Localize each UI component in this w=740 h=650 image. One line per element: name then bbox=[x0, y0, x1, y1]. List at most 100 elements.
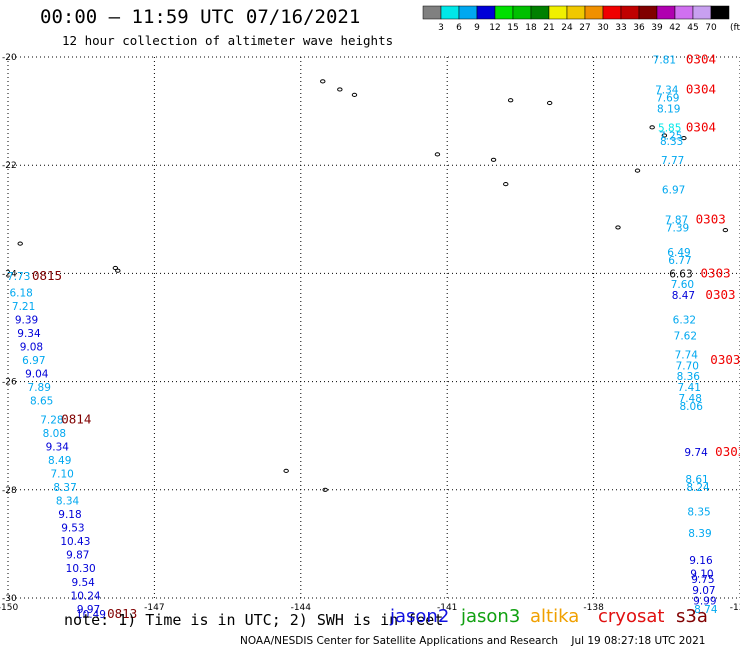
chart-title: 00:00 – 11:59 UTC 07/16/2021 bbox=[40, 6, 361, 28]
swh-value: 7.87 bbox=[665, 214, 688, 226]
generated-timestamp: Jul 19 08:27:18 UTC 2021 bbox=[571, 635, 706, 647]
swh-value: 9.53 bbox=[61, 523, 84, 535]
colorbar-swatch bbox=[710, 5, 730, 20]
swh-value: 9.18 bbox=[58, 509, 81, 521]
island-outline bbox=[320, 79, 326, 84]
colorbar-swatch bbox=[602, 5, 622, 20]
legend-jason2: jason2 bbox=[390, 606, 450, 627]
swh-value: 8.74 bbox=[694, 604, 718, 616]
track-time-label: 0303 bbox=[701, 265, 731, 280]
swh-value: 10.24 bbox=[71, 590, 101, 602]
swh-value: 7.34 bbox=[655, 84, 679, 96]
legend-altika: altika bbox=[530, 606, 580, 627]
swh-value: 7.10 bbox=[50, 469, 73, 481]
swh-value: 9.99 bbox=[693, 596, 716, 608]
swh-value: 9.74 bbox=[684, 447, 708, 459]
swh-value: 9.07 bbox=[692, 585, 715, 597]
credit-text: NOAA/NESDIS Center for Satellite Applica… bbox=[240, 635, 705, 647]
swh-value: 7.21 bbox=[12, 301, 35, 313]
swh-value: 6.18 bbox=[9, 287, 32, 299]
swh-value: 9.34 bbox=[46, 442, 70, 454]
swh-value: 9.34 bbox=[17, 328, 41, 340]
swh-value: 7.39 bbox=[666, 222, 689, 234]
swh-value: 8.65 bbox=[30, 396, 53, 408]
island-outline bbox=[17, 241, 23, 246]
island-outline bbox=[283, 468, 289, 473]
island-outline bbox=[322, 487, 328, 492]
y-tick-label: -24 bbox=[2, 269, 17, 279]
colorbar-label: 30 bbox=[597, 23, 609, 33]
swh-value: 9.97 bbox=[77, 604, 100, 616]
island-outline bbox=[434, 152, 441, 157]
swh-value: 10.43 bbox=[60, 536, 90, 548]
track-time-label: 0303 bbox=[705, 287, 735, 302]
colorbar-label: 24 bbox=[561, 23, 573, 33]
island-outline bbox=[351, 92, 358, 97]
colorbar-label: 9 bbox=[474, 23, 480, 33]
island-outline bbox=[507, 98, 514, 103]
island-outline bbox=[661, 133, 668, 138]
swh-value: 9.08 bbox=[20, 341, 43, 353]
swh-value: 8.33 bbox=[660, 136, 683, 148]
colorbar-swatch bbox=[566, 5, 586, 20]
swh-value: 9.87 bbox=[66, 550, 89, 562]
swh-value: 9.54 bbox=[71, 577, 95, 589]
colorbar-label: 45 bbox=[687, 23, 698, 33]
island-outline bbox=[115, 268, 121, 273]
swh-value: 6.97 bbox=[662, 185, 685, 197]
wave-height-points: 7.736.187.219.399.349.086.979.047.898.65… bbox=[7, 55, 718, 622]
swh-value: 9.16 bbox=[689, 555, 713, 567]
colorbar-swatch bbox=[530, 5, 550, 20]
colorbar-swatch bbox=[638, 5, 658, 20]
chart-subtitle: 12 hour collection of altimeter wave hei… bbox=[62, 33, 394, 48]
y-tick-label: -22 bbox=[2, 161, 17, 171]
swh-value: 8.61 bbox=[685, 474, 708, 486]
colorbar-label: 15 bbox=[507, 23, 518, 33]
swh-value: 5.85 bbox=[658, 122, 681, 134]
swh-value: 7.89 bbox=[28, 382, 51, 394]
track-time-label: 0813 bbox=[107, 606, 137, 621]
swh-value: 6.77 bbox=[668, 255, 691, 267]
island-outline bbox=[490, 157, 497, 162]
swh-value: 7.48 bbox=[679, 393, 702, 405]
swh-value: 8.49 bbox=[48, 455, 71, 467]
track-time-label: 0304 bbox=[686, 119, 716, 134]
island-outline bbox=[649, 125, 655, 130]
island-outline bbox=[503, 182, 509, 187]
island-outline bbox=[337, 87, 343, 92]
axis-ticks: -150 -147 -144 -141 -138 -135 -20 -22 -24 -26 -28 -… bbox=[0, 53, 740, 613]
colorbar-swatch bbox=[584, 5, 604, 20]
swh-value: 9.75 bbox=[691, 574, 714, 586]
swh-value: 7.74 bbox=[675, 350, 699, 362]
legend-jason3: jason3 bbox=[461, 606, 521, 627]
swh-value: 6.32 bbox=[673, 314, 696, 326]
legend-s3a: s3a bbox=[676, 606, 708, 627]
swh-value: 8.19 bbox=[657, 103, 680, 115]
swh-value: 7.28 bbox=[40, 414, 63, 426]
credit-org: NOAA/NESDIS Center for Satellite Applica… bbox=[240, 635, 558, 647]
track-time-label: 0303 bbox=[715, 444, 740, 459]
colorbar-swatch bbox=[620, 5, 640, 20]
colorbar-label: 36 bbox=[633, 23, 645, 33]
colorbar-swatch bbox=[548, 5, 568, 20]
colorbar-label: 3 bbox=[438, 23, 444, 33]
colorbar-label: 21 bbox=[543, 23, 554, 33]
grid-lines bbox=[7, 56, 740, 599]
island-outline bbox=[722, 228, 729, 233]
legend-cryosat: cryosat bbox=[598, 606, 665, 627]
colorbar-label: 18 bbox=[525, 23, 537, 33]
colorbar-label: 42 bbox=[669, 23, 680, 33]
swh-value: 8.08 bbox=[43, 428, 66, 440]
colorbar-label: 12 bbox=[489, 23, 500, 33]
colorbar-swatch bbox=[692, 5, 712, 20]
swh-value: 8.35 bbox=[687, 506, 710, 518]
colorbar-label: 33 bbox=[615, 23, 626, 33]
colorbar-swatch bbox=[422, 5, 442, 20]
islands-layer bbox=[17, 79, 729, 492]
y-tick-label: -20 bbox=[2, 53, 17, 63]
swh-value: 7.81 bbox=[653, 55, 676, 67]
swh-value: 8.24 bbox=[686, 482, 710, 494]
swh-value: 8.06 bbox=[680, 401, 704, 413]
swh-value: 9.10 bbox=[690, 569, 713, 581]
swh-value: 8.37 bbox=[53, 482, 76, 494]
